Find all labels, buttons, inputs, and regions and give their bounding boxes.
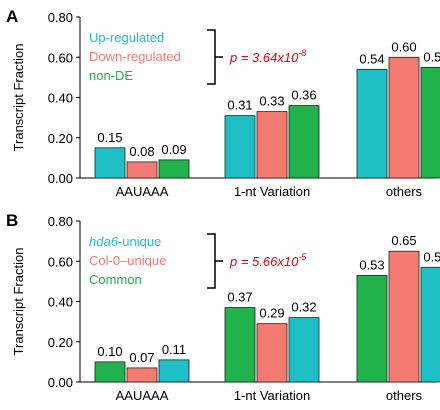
data-label: 0.36: [291, 88, 316, 103]
data-label: 0.55: [423, 49, 440, 64]
bar: [288, 317, 320, 383]
category-label: AAUAAA: [116, 184, 169, 199]
data-label: 0.53: [359, 257, 384, 272]
category-label: 1-nt Variation: [234, 184, 310, 199]
category-label: others: [386, 184, 423, 199]
data-label: 0.08: [129, 144, 154, 159]
panel-b: B Transcript Fraction 0.00 0.20 0.40 0.60 0.80…: [6, 211, 440, 403]
bracket: [207, 29, 223, 85]
bar: [420, 266, 440, 383]
legend-entry: hda6-unique: [89, 234, 161, 249]
bar: [356, 68, 388, 179]
y-tick-label: 0.60: [48, 50, 73, 65]
data-label: 0.09: [161, 142, 186, 157]
data-label: 0.31: [227, 98, 252, 113]
bar: [126, 161, 158, 179]
y-tick-label: 0.00: [48, 375, 73, 390]
data-label: 0.33: [259, 94, 284, 109]
data-label: 0.07: [129, 350, 154, 365]
legend-entry: Down-regulated: [89, 49, 181, 64]
bar: [126, 367, 158, 383]
bar: [224, 115, 256, 179]
bar: [356, 274, 388, 383]
data-label: 0.60: [391, 39, 416, 54]
data-label: 0.32: [291, 300, 316, 315]
y-tick-label: 0.40: [48, 295, 73, 310]
bar: [94, 147, 126, 179]
p-value-label: p = 5.66x10-5: [229, 252, 307, 269]
panel-a: A Transcript Fraction 0.00 0.20 0.40 0.60 0.80…: [6, 7, 440, 199]
data-label: 0.29: [259, 306, 284, 321]
bar: [256, 323, 288, 383]
y-tick-label: 0.40: [48, 91, 73, 106]
legend-entry: Col-0–unique: [89, 253, 166, 268]
bar: [388, 56, 420, 179]
legend-entry: non-DE: [89, 68, 133, 83]
data-label: 0.54: [359, 51, 384, 66]
p-value-label: p = 3.64x10-8: [229, 48, 306, 65]
y-tick-label: 0.20: [48, 335, 73, 350]
y-axis-label: Transcript Fraction: [11, 248, 26, 356]
y-tick-label: 0.00: [48, 171, 73, 186]
category-label: others: [386, 388, 423, 403]
legend-entry: Common: [89, 272, 142, 287]
y-tick-label: 0.60: [48, 254, 73, 269]
bar: [94, 361, 126, 383]
data-label: 0.11: [162, 342, 186, 357]
category-label: AAUAAA: [116, 388, 169, 403]
data-label: 0.10: [97, 344, 122, 359]
data-label: 0.37: [227, 290, 252, 305]
y-tick-label: 0.20: [48, 131, 73, 146]
bracket: [207, 233, 223, 289]
bar: [224, 307, 256, 383]
bar: [288, 105, 320, 179]
legend-entry: Up-regulated: [89, 30, 164, 45]
y-tick-label: 0.80: [48, 10, 73, 25]
data-label: 0.15: [97, 130, 122, 145]
category-label: 1-nt Variation: [234, 388, 310, 403]
bar: [158, 359, 190, 383]
data-label: 0.57: [423, 249, 440, 264]
bar: [388, 250, 420, 383]
data-label: 0.65: [391, 233, 416, 248]
panel-letter: A: [6, 7, 18, 26]
bar: [256, 111, 288, 179]
bar: [420, 66, 440, 179]
bar: [158, 159, 190, 179]
y-tick-label: 0.80: [48, 214, 73, 229]
y-axis-label: Transcript Fraction: [11, 44, 26, 152]
panel-letter: B: [6, 211, 18, 230]
